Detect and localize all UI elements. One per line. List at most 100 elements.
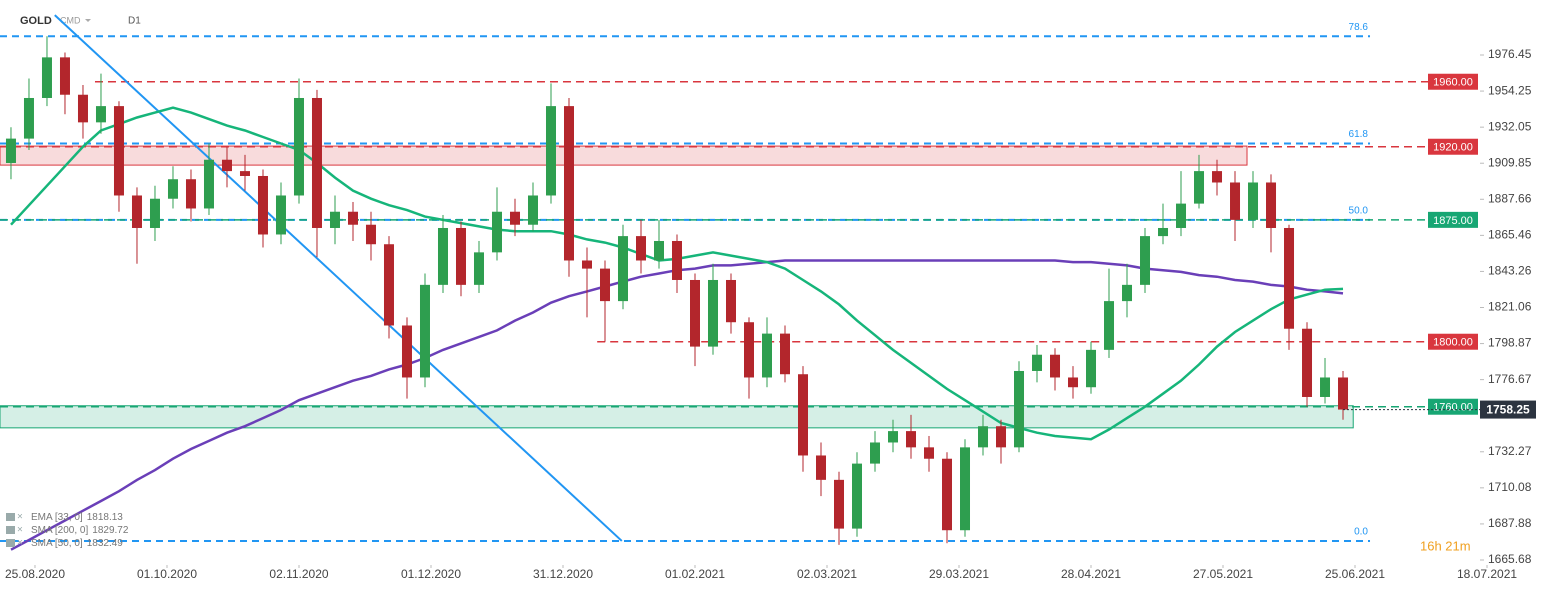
x-tick-label: 31.12.2020 xyxy=(533,567,593,581)
legend-entry: SMA [50, 0] 1832.49 xyxy=(31,538,123,549)
candle-body xyxy=(329,211,340,228)
candle-body xyxy=(1338,377,1349,410)
candle-body xyxy=(491,211,502,253)
x-tick-label: 27.05.2021 xyxy=(1193,567,1253,581)
candle-body xyxy=(365,224,376,245)
indicator-line xyxy=(10,259,1344,551)
candle-body xyxy=(1302,328,1313,397)
y-tick-label: 1954.25 xyxy=(1488,83,1532,97)
candle-body xyxy=(1284,227,1295,329)
level-label-box xyxy=(1428,211,1478,228)
legend-icon xyxy=(6,513,15,521)
timer: 16h 21m xyxy=(1420,538,1471,553)
candle-body xyxy=(924,447,935,459)
level-label-box xyxy=(1428,333,1478,350)
candle-body xyxy=(239,171,250,176)
candle-body xyxy=(545,106,556,196)
last-price-label: 1758.25 xyxy=(1486,403,1530,417)
candle-body xyxy=(1050,354,1061,378)
level-label-box xyxy=(1428,73,1478,90)
candle-body xyxy=(95,106,106,123)
candle-body xyxy=(527,195,538,225)
symbol: GOLD xyxy=(20,15,52,27)
candle-body xyxy=(293,97,304,196)
y-tick-label: 1821.06 xyxy=(1488,300,1532,314)
y-tick-label: 1887.66 xyxy=(1488,191,1532,205)
candle-body xyxy=(780,333,791,375)
candle-body xyxy=(59,57,70,95)
x-tick-label: 28.04.2021 xyxy=(1061,567,1121,581)
candle-body xyxy=(725,279,736,323)
candle-body xyxy=(707,279,718,347)
candle-body xyxy=(870,442,881,464)
level-label: 1960.00 xyxy=(1433,77,1473,89)
y-tick-label: 1687.88 xyxy=(1488,516,1532,530)
legend-entry: EMA [33, 0] 1818.13 xyxy=(31,512,123,523)
candle-body xyxy=(816,455,827,480)
x-tick-label: 02.11.2020 xyxy=(269,567,328,581)
candle-body xyxy=(149,198,160,228)
candle-body xyxy=(1086,349,1097,388)
candle-body xyxy=(1032,354,1043,371)
x-tick-label: 01.12.2020 xyxy=(401,567,461,581)
y-tick-label: 1843.26 xyxy=(1488,264,1532,278)
x-tick-label: 29.03.2021 xyxy=(929,567,989,581)
timeframe[interactable]: D1 xyxy=(128,16,141,27)
y-tick-label: 1710.08 xyxy=(1488,480,1532,494)
candle-body xyxy=(77,94,88,123)
candle-body xyxy=(167,179,178,199)
candle-body xyxy=(509,211,520,225)
y-tick-label: 1732.27 xyxy=(1488,444,1532,458)
legend-icon xyxy=(6,539,15,547)
candle-body xyxy=(960,447,971,531)
candle-body xyxy=(1122,284,1133,302)
x-tick-label: 02.03.2021 xyxy=(797,567,857,581)
y-tick-label: 1776.67 xyxy=(1488,372,1532,386)
candle-body xyxy=(798,374,809,456)
candle-body xyxy=(906,431,917,448)
legend-icon xyxy=(6,526,15,534)
candle-body xyxy=(743,322,754,378)
market[interactable]: CMD xyxy=(60,15,81,25)
y-tick-label: 1932.05 xyxy=(1488,119,1532,133)
y-tick-label: 1665.68 xyxy=(1488,552,1532,566)
dropdown-icon[interactable] xyxy=(85,19,91,22)
fib-label: 0.0 xyxy=(1354,527,1368,538)
candle-body xyxy=(185,179,196,209)
y-tick-label: 1798.87 xyxy=(1488,336,1532,350)
candle-body xyxy=(347,211,358,225)
candle-body xyxy=(455,227,466,285)
candle-body xyxy=(1230,182,1241,220)
candle-body xyxy=(563,106,574,261)
candle-body xyxy=(1194,171,1205,204)
candle-body xyxy=(311,97,322,228)
candle-body xyxy=(852,463,863,529)
candle-body xyxy=(834,479,845,529)
candle-body xyxy=(275,195,286,235)
level-label: 1920.00 xyxy=(1433,142,1473,154)
candle-body xyxy=(473,252,484,285)
candle-body xyxy=(1266,182,1277,228)
legend-name: SMA [200, 0] xyxy=(31,525,88,536)
legend-name: SMA [50, 0] xyxy=(31,538,83,549)
legend-value: 1829.72 xyxy=(92,525,129,536)
candle-body xyxy=(1104,301,1115,350)
legend-close: × xyxy=(17,512,23,523)
candle-body xyxy=(1158,227,1169,237)
candle-body xyxy=(689,279,700,347)
legend-close: × xyxy=(17,525,23,536)
y-tick-label: 1976.45 xyxy=(1488,47,1532,61)
candle-body xyxy=(1068,377,1079,388)
candle-body xyxy=(437,227,448,285)
x-tick-label: 18.07.2021 xyxy=(1457,567,1517,581)
candle-body xyxy=(1014,370,1025,448)
x-tick-label: 25.08.2020 xyxy=(5,567,65,581)
legend-entry: SMA [200, 0] 1829.72 xyxy=(31,525,129,536)
candle-body xyxy=(761,333,772,378)
legend-value: 1832.49 xyxy=(87,538,124,549)
level-label: 1875.00 xyxy=(1433,215,1473,227)
candle-body xyxy=(383,244,394,326)
x-tick-label: 01.10.2020 xyxy=(137,567,197,581)
candle-body xyxy=(5,138,16,163)
last-price-box xyxy=(1480,400,1536,419)
